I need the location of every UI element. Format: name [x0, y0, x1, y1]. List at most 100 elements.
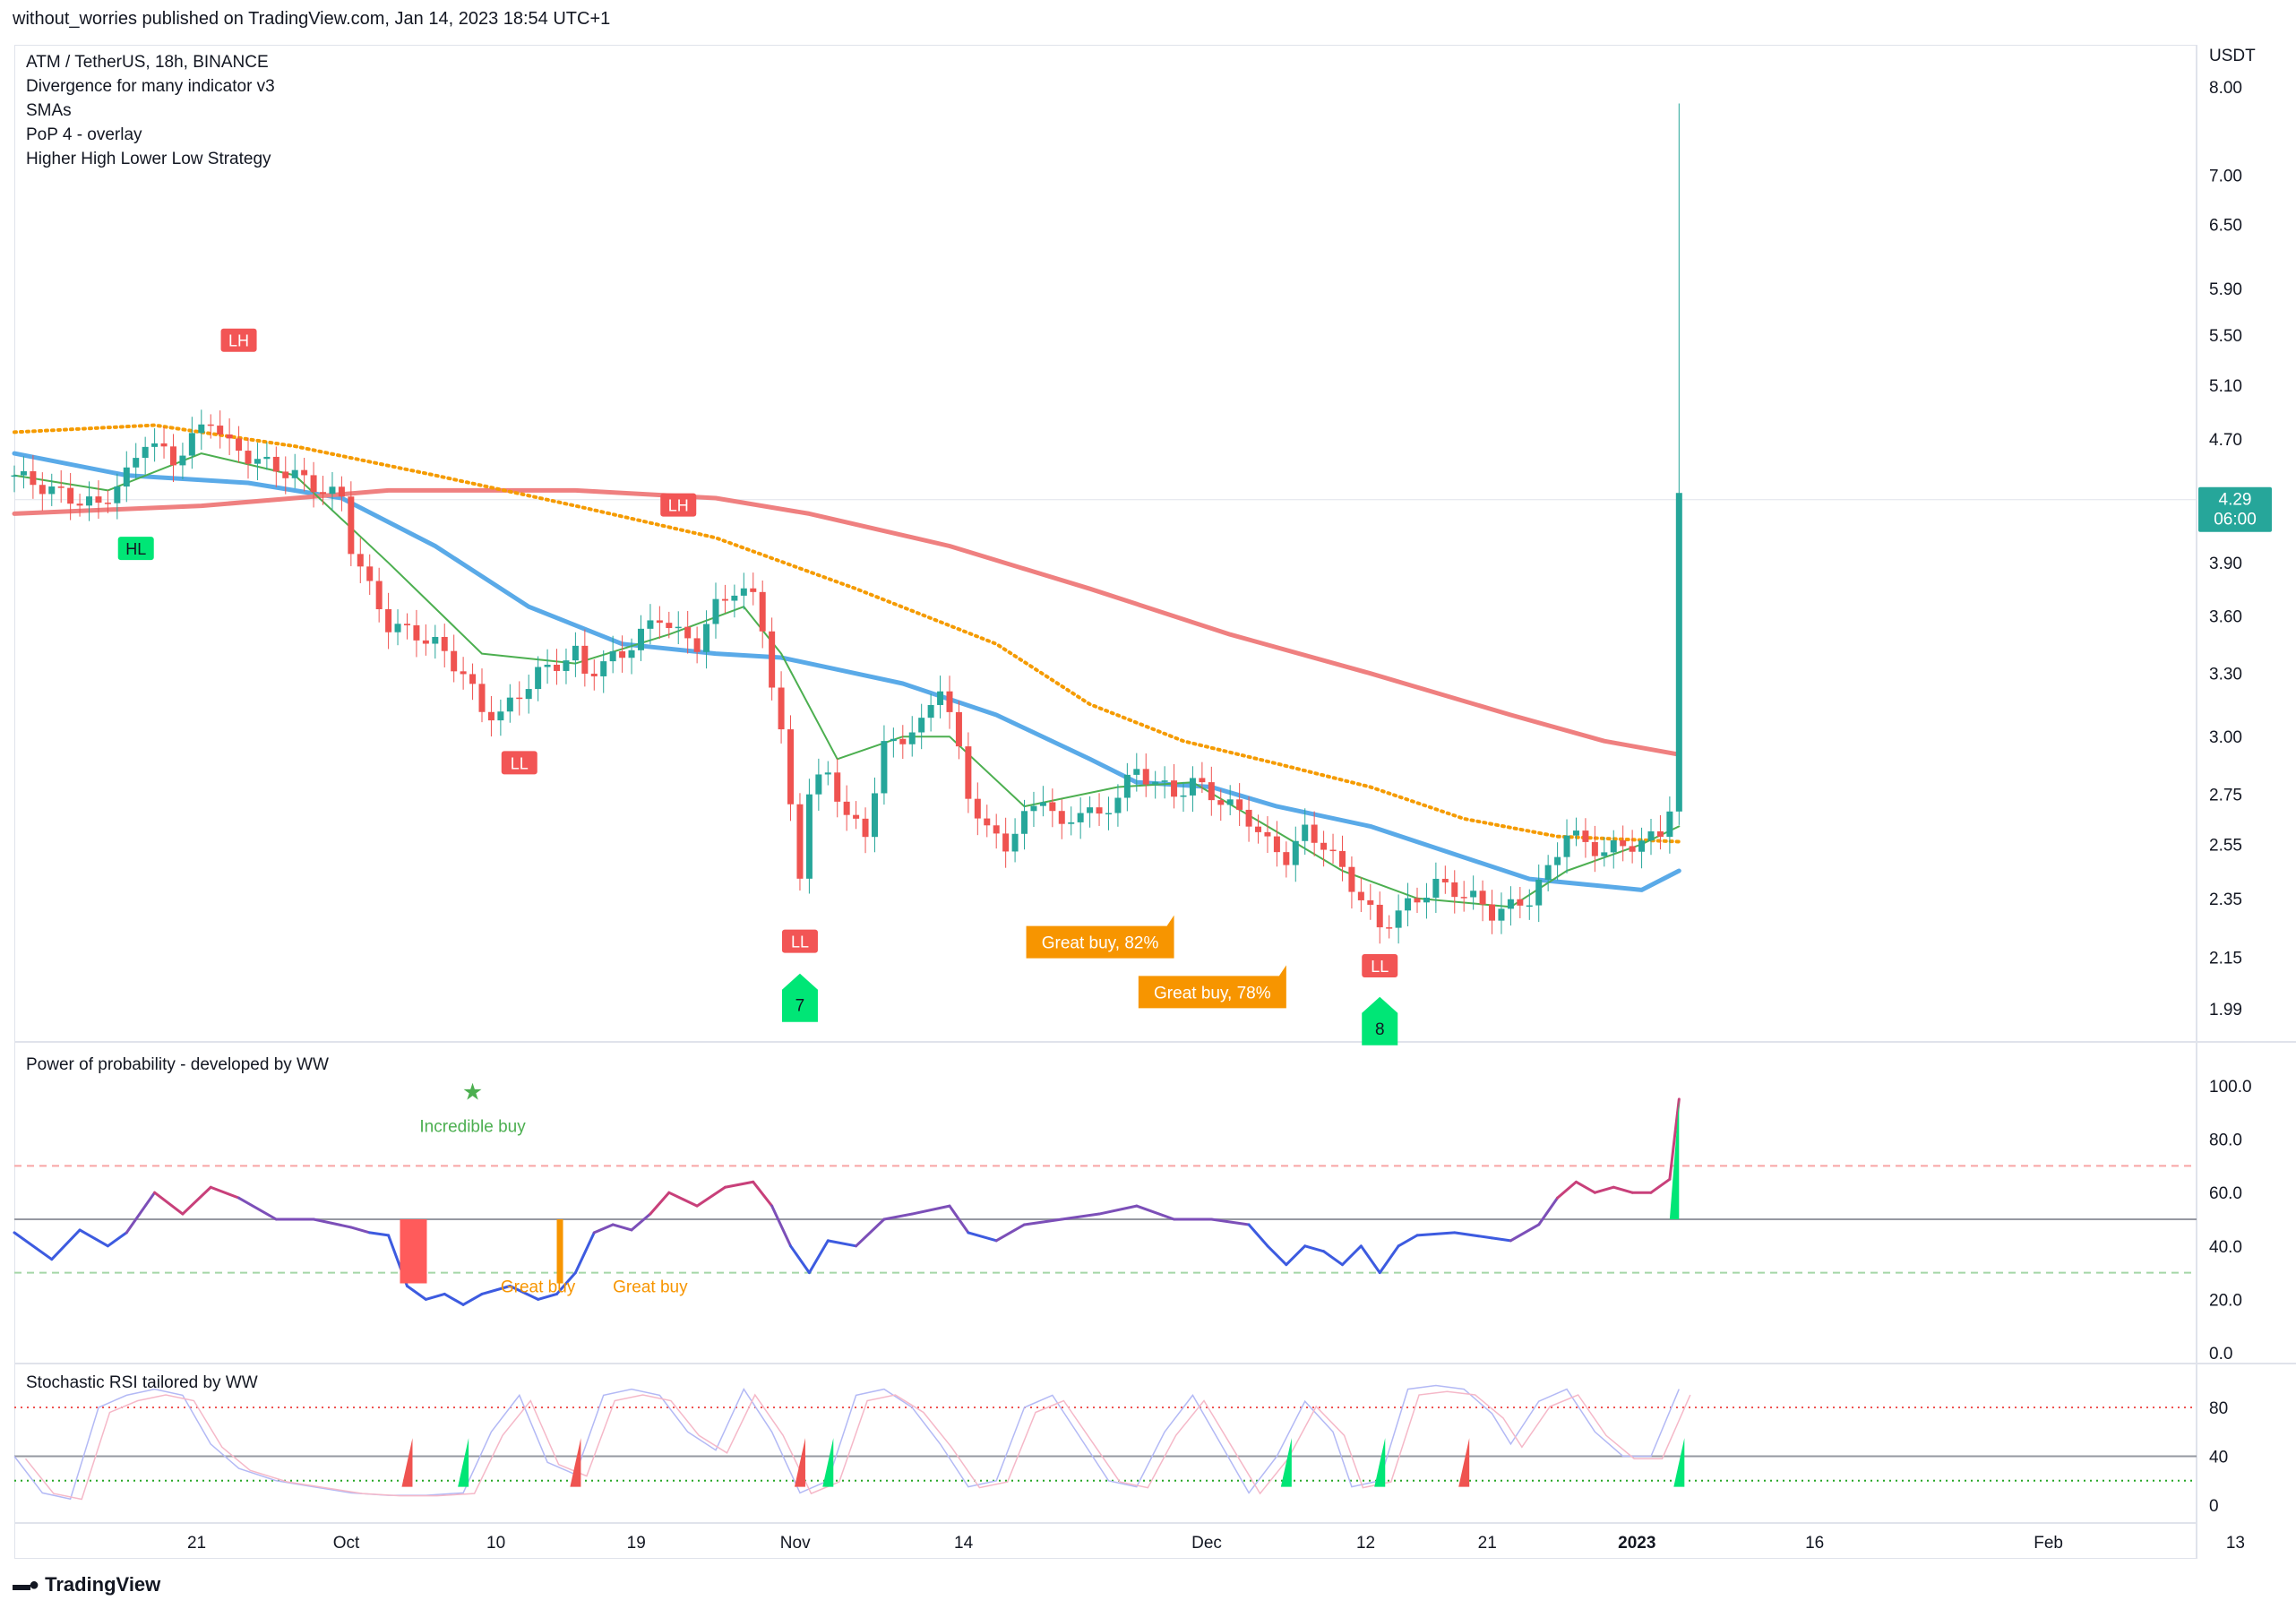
candle-body: [1039, 802, 1046, 806]
candle-body: [1030, 805, 1037, 812]
pop-pane-title[interactable]: Power of probability - developed by WW: [26, 1055, 329, 1074]
time-tick-label: 21: [187, 1534, 206, 1553]
candle-body: [1526, 905, 1533, 908]
pop-line-segment: [1537, 1196, 1560, 1226]
candle-body: [805, 794, 813, 879]
candle-body: [1432, 878, 1440, 899]
candle-body: [1273, 836, 1280, 853]
pop-line-segment: [667, 1191, 699, 1208]
price-tick-label: 2.35: [2209, 891, 2242, 909]
price-tick-label: 2.75: [2209, 787, 2242, 805]
candle-body: [11, 475, 18, 478]
price-tick-label: 2.55: [2209, 836, 2242, 855]
candle-body: [320, 492, 327, 495]
pop-line-segment: [910, 1204, 951, 1216]
candle-body: [1395, 910, 1402, 928]
pop-line-segment: [1668, 1097, 1681, 1181]
candle-body: [544, 664, 551, 667]
label-layer: HL LH LL LH LL LL 7 8 Great buy, 82% Great buy, 7…: [117, 328, 1398, 1297]
candle-body: [506, 697, 513, 712]
stoch-pane-title[interactable]: Stochastic RSI tailored by WW: [26, 1373, 258, 1392]
pop-hist-red: [400, 1219, 427, 1284]
candle-body: [1058, 811, 1065, 824]
candle-body: [254, 459, 261, 464]
pop-line-segment: [1247, 1223, 1269, 1248]
candle-body: [451, 650, 458, 672]
hhll-label-box: [117, 537, 154, 561]
candle-body: [272, 456, 279, 472]
candle-body: [357, 554, 364, 567]
candle-body: [862, 818, 869, 838]
candle-body: [263, 456, 271, 460]
candle-body: [871, 793, 878, 838]
candle-body: [413, 625, 420, 641]
candle-body: [198, 424, 205, 434]
pop-line-segment: [994, 1223, 1027, 1243]
candle-body: [1255, 826, 1262, 832]
legend-indicator-pop[interactable]: PoP 4 - overlay: [26, 125, 142, 144]
price-tick-label: 3.30: [2209, 666, 2242, 684]
candle-body: [245, 451, 252, 464]
pop-line-segment: [405, 1285, 427, 1301]
pop-line-segment: [789, 1244, 811, 1275]
legend-indicator-smas[interactable]: SMAs: [26, 101, 72, 120]
hhll-label: HL: [125, 540, 146, 558]
time-tick-label: 14: [954, 1534, 974, 1553]
price-tick-label: 4.70: [2209, 431, 2242, 450]
hhll-label: LL: [511, 754, 529, 772]
candle-body: [403, 624, 410, 626]
pop-line-segment: [1060, 1212, 1101, 1221]
candle-body: [1582, 830, 1589, 842]
hhll-label: LH: [228, 332, 249, 350]
candle-body: [1320, 842, 1328, 850]
candle-body: [1142, 769, 1149, 785]
axis-layer: 8.00 7.00 6.50 5.90 5.50 5.10 4.70 3.90 3.60 3.30…: [187, 79, 2272, 1553]
price-tick-label: 3.90: [2209, 555, 2242, 573]
incredible-buy-label: Incredible buy: [419, 1118, 526, 1137]
candle-body: [1507, 899, 1514, 909]
pop-tick-label: 60.0: [2209, 1184, 2242, 1203]
pop-line-segment: [1209, 1218, 1251, 1226]
time-tick-label: 21: [1478, 1534, 1497, 1553]
pop-hist-green: [1669, 1098, 1680, 1219]
legend-indicator-hhll[interactable]: Higher High Lower Low Strategy: [26, 150, 271, 168]
pop-line-segment: [368, 1231, 391, 1237]
candle-body: [1647, 830, 1655, 841]
time-tick-label: Nov: [780, 1534, 811, 1553]
hhll-label: LH: [668, 497, 689, 515]
candle-body: [535, 667, 542, 690]
pop-line-segment: [723, 1180, 755, 1189]
candle-body: [76, 503, 83, 506]
candle-body: [1068, 822, 1075, 824]
candle-body: [86, 496, 93, 506]
hhll-label-box: [660, 493, 697, 517]
time-tick-label: Oct: [333, 1534, 360, 1553]
pop-line-segment: [1097, 1204, 1139, 1216]
pop-line-segment: [461, 1292, 484, 1306]
hhll-label-box: [501, 751, 537, 775]
pop-line-segment: [967, 1231, 998, 1243]
sma-line-2: [13, 423, 1681, 844]
candle-body: [1470, 891, 1477, 898]
candle-body: [1338, 850, 1346, 867]
candle-body: [590, 673, 598, 676]
legend-symbol[interactable]: ATM / TetherUS, 18h, BINANCE: [26, 53, 269, 72]
pop-tick-label: 0.0: [2209, 1345, 2232, 1364]
candle-body: [796, 804, 804, 879]
candle-body: [824, 772, 831, 775]
candle-body: [1656, 830, 1664, 838]
candle-body: [30, 471, 37, 486]
legend-indicator-divergence[interactable]: Divergence for many indicator v3: [26, 77, 275, 96]
candle-body: [750, 588, 757, 592]
stoch-cross-fill: [1673, 1438, 1685, 1487]
candle-body: [1302, 824, 1309, 841]
pop-tick-label: 100.0: [2209, 1078, 2252, 1097]
pop-line-segment: [855, 1218, 886, 1248]
candle-body: [1367, 899, 1374, 905]
pop-line-segment: [181, 1185, 212, 1216]
candle-body: [525, 689, 532, 700]
pop-line-segment: [209, 1185, 241, 1200]
candle-body: [1049, 802, 1056, 812]
candle-body: [731, 595, 738, 601]
